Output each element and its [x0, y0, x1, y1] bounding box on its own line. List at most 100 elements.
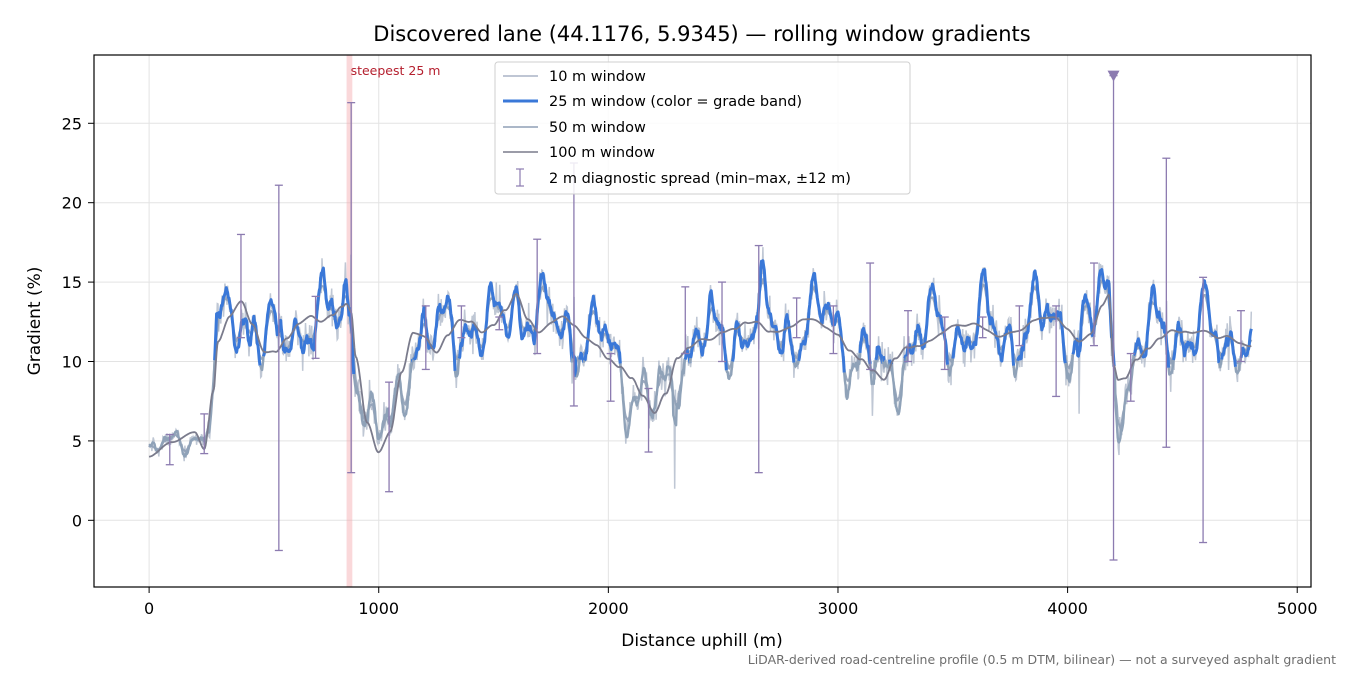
spread-bar	[1052, 305, 1061, 398]
series-25m-segment	[731, 259, 796, 363]
series-25m-segment	[412, 294, 457, 371]
series-25m-segment	[946, 358, 955, 377]
x-tick-label: 4000	[1047, 599, 1088, 618]
series-25m-segment	[619, 359, 687, 439]
spread-bar	[718, 281, 727, 363]
y-tick-label: 5	[72, 432, 82, 451]
spread-bar	[1162, 157, 1171, 448]
series-25m-segment	[1167, 359, 1175, 376]
y-axis: 0 5 10 15 20 25	[62, 114, 94, 530]
spread-bar	[457, 305, 466, 339]
series-25m-segment	[262, 266, 356, 375]
series-25m-segment	[575, 359, 581, 378]
legend-label-25m: 25 m window (color = grade band)	[549, 94, 802, 110]
legend-swatch-spread	[516, 168, 524, 187]
series-25m-segment	[890, 358, 906, 416]
x-axis: 0 1000 2000 3000 4000 5000	[144, 587, 1318, 618]
spread-bar	[1090, 262, 1099, 347]
x-tick-label: 1000	[358, 599, 399, 618]
peak-marker	[1107, 70, 1120, 82]
spread-bar	[829, 305, 838, 355]
y-tick-label: 20	[62, 194, 82, 213]
spread-bar	[792, 297, 801, 339]
series-25m-segment	[1218, 359, 1223, 369]
spread-bar	[421, 305, 430, 371]
series-25m-segment	[725, 361, 734, 380]
series-25m-segment	[258, 356, 265, 372]
spread-bar	[1199, 276, 1208, 544]
series-layer	[148, 247, 1253, 489]
spread-bar	[165, 433, 174, 466]
series-10m-line	[148, 247, 1253, 489]
series-25m-segment	[1132, 283, 1171, 368]
series-25m-segment	[352, 358, 414, 441]
series-25m-segment	[1220, 330, 1237, 367]
spread-bar	[754, 244, 763, 474]
spread-bar	[681, 286, 690, 355]
series-25m-segment	[869, 359, 878, 386]
series-25m-segment	[583, 294, 622, 364]
series-25m-segment	[683, 347, 692, 364]
series-25m-segment	[843, 352, 862, 400]
spread-bar	[1015, 305, 1024, 347]
series-25m-segment	[411, 359, 415, 363]
series-100m-line	[148, 293, 1252, 458]
x-axis-title: Distance uphill (m)	[621, 631, 782, 651]
legend: 10 m window 25 m window (color = grade b…	[494, 61, 911, 195]
legend-label-50m: 50 m window	[549, 120, 646, 136]
series-25m-segment	[457, 271, 574, 363]
spread-bars	[165, 74, 1245, 561]
spread-bar	[978, 316, 987, 339]
x-tick-label: 3000	[818, 599, 859, 618]
series-25m-segment	[582, 359, 586, 363]
spread-bar	[533, 238, 542, 355]
series-25m-segment	[858, 326, 872, 365]
series-25m-segment	[453, 358, 461, 378]
spread-bar	[940, 316, 949, 371]
series-25m-segment	[1234, 357, 1243, 375]
series-25m-segment	[688, 357, 692, 364]
spread-bar	[236, 233, 245, 339]
x-tick-label: 5000	[1277, 599, 1318, 618]
spread-bar	[274, 184, 283, 552]
footnote: LiDAR-derived road-centreline profile (0…	[748, 652, 1336, 667]
series-25m-segment	[797, 272, 846, 373]
series-25m-segment	[883, 359, 891, 369]
series-25m-segment	[874, 345, 885, 364]
series-25m-segment	[1016, 269, 1067, 364]
x-tick-label: 2000	[588, 599, 629, 618]
legend-box	[494, 61, 911, 195]
spread-bar	[866, 262, 875, 371]
series-25m-segment	[213, 286, 262, 366]
y-tick-label: 15	[62, 273, 82, 292]
spread-bar	[1236, 310, 1245, 363]
steepest-segment-label: steepest 25 m	[351, 63, 441, 78]
series-25m-segment	[1239, 328, 1253, 359]
y-tick-label: 0	[72, 511, 82, 530]
series-25m-segment	[905, 282, 949, 365]
series-25m-segment	[951, 268, 1016, 366]
series-25m-segment	[792, 360, 800, 368]
legend-label-100m: 100 m window	[549, 145, 655, 161]
spread-bar	[495, 316, 504, 331]
chart-title: Discovered lane (44.1176, 5.9345) — roll…	[373, 22, 1030, 46]
series-25m-segment	[578, 351, 586, 363]
series-25m-segment	[1064, 354, 1075, 383]
spread-bar	[311, 295, 320, 359]
y-axis-title: Gradient (%)	[25, 267, 45, 376]
legend-label-spread: 2 m diagnostic spread (min–max, ±12 m)	[549, 171, 851, 187]
spread-bar	[904, 310, 913, 363]
y-tick-label: 10	[62, 352, 82, 371]
series-25m-segment	[689, 289, 728, 371]
y-tick-label: 25	[62, 114, 82, 133]
spread-bar	[200, 413, 209, 455]
series-25m-segment	[1012, 360, 1019, 379]
spread-bar	[347, 101, 356, 474]
x-tick-label: 0	[144, 599, 154, 618]
legend-label-10m: 10 m window	[549, 69, 646, 85]
plot-frame	[93, 54, 1312, 588]
spread-bar	[1126, 352, 1135, 402]
spread-bar	[644, 387, 653, 453]
spread-bar	[385, 381, 394, 493]
